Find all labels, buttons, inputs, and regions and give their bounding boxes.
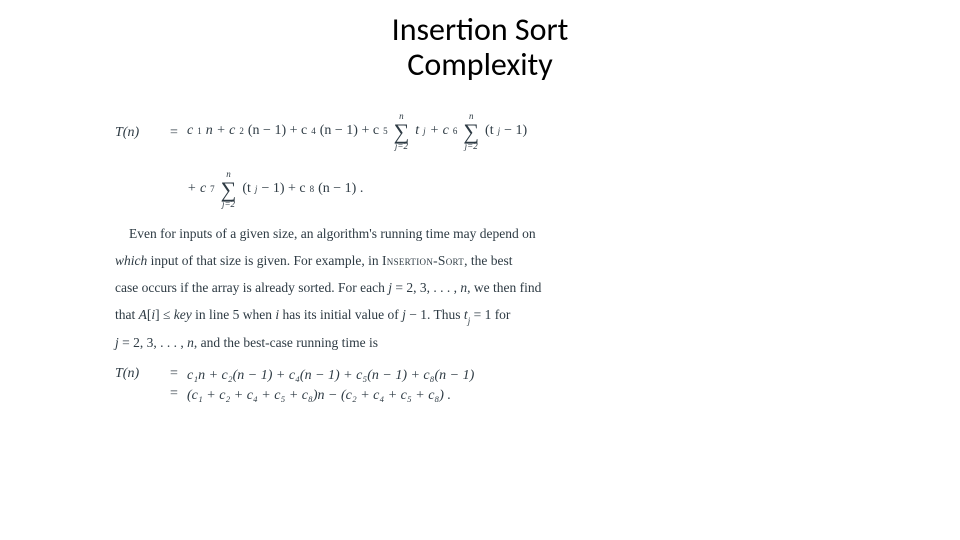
equation-1-line-2: + c 7 n ∑ j=2 (t j − 1) + c 8(n − 1) . xyxy=(115,156,840,208)
para-l4a: that xyxy=(115,307,139,322)
title-line-2: Complexity xyxy=(407,45,553,84)
body-paragraph: Even for inputs of a given size, an algo… xyxy=(115,220,840,356)
sum3-sub: j xyxy=(255,183,258,197)
slide: Insertion Sort Complexity T(n) = c1 n + c… xyxy=(0,0,960,540)
eq2-lhs: T(n) xyxy=(115,366,161,382)
eq1-plus-c6: + c xyxy=(430,120,449,141)
para-l3b: = 2, 3, . . . , xyxy=(392,280,460,295)
eq1-c5-sub: 5 xyxy=(383,125,388,139)
sum2-close: − 1) xyxy=(504,120,527,141)
sigma-icon: n ∑ j=2 xyxy=(463,112,479,152)
eq1-l2-tail: (n − 1) . xyxy=(318,178,363,199)
eq1-c2-sub: 2 xyxy=(239,125,244,139)
sum3-close: − 1) + c xyxy=(261,178,305,199)
sum2-open: (t xyxy=(485,120,494,141)
eq2-rhs-1: c₁n + c₂(n − 1) + c₄(n − 1) + c₅(n − 1) … xyxy=(187,366,474,384)
para-l5b: , and the best-case running time is xyxy=(194,335,378,350)
eq1-l2-lead: + c xyxy=(187,178,206,199)
para-tj-sub: j xyxy=(468,316,471,326)
sum3-open: (t xyxy=(242,178,251,199)
sum3-sigma: ∑ xyxy=(221,180,237,200)
sum1-bot: j=2 xyxy=(395,142,408,152)
equation-1-line-1: T(n) = c1 n + c2 (n − 1) + c 4 (n − 1) + c 5 … xyxy=(115,110,840,150)
eq2-equals-2: = xyxy=(161,386,187,402)
para-key: key xyxy=(174,307,192,322)
eq1-lhs-empty xyxy=(115,156,161,168)
eq1-eq-empty xyxy=(161,156,187,168)
eq2-equals-1: = xyxy=(161,366,187,382)
sigma-icon: n ∑ j=2 xyxy=(394,112,410,152)
sum1-body: t xyxy=(415,120,419,141)
para-l5a: = 2, 3, . . . , xyxy=(119,335,187,350)
para-l4e: = 1 for xyxy=(470,307,510,322)
equation-2-line-1: T(n) = c₁n + c₂(n − 1) + c₄(n − 1) + c₅(… xyxy=(115,366,840,384)
para-l1a: Even for inputs of a given size, an algo… xyxy=(129,226,536,241)
eq1-t1-tail: n + c xyxy=(206,120,236,141)
eq1-c1-c: c xyxy=(187,120,193,141)
eq1-c8-sub: 8 xyxy=(310,183,315,197)
para-l4d: − 1. Thus xyxy=(406,307,464,322)
para-l4c: has its initial value of xyxy=(279,307,402,322)
para-which: which xyxy=(115,253,147,268)
eq1-lhs: T(n) xyxy=(115,110,161,143)
eq1-c6-sub: 6 xyxy=(453,125,458,139)
para-l2b: , the best xyxy=(464,253,512,268)
eq1-equals: = xyxy=(161,110,187,143)
slide-title: Insertion Sort Complexity xyxy=(0,12,960,82)
equation-2-line-2: = (c₁ + c₂ + c₄ + c₅ + c₈)n − (c₂ + c₄ +… xyxy=(115,386,840,404)
sum3-bot: j=2 xyxy=(222,200,235,210)
eq1-t2-tail: (n − 1) + c xyxy=(248,120,307,141)
content-area: T(n) = c1 n + c2 (n − 1) + c 4 (n − 1) + c 5 … xyxy=(115,110,840,404)
eq1-rhs-line2: + c 7 n ∑ j=2 (t j − 1) + c 8(n − 1) . xyxy=(187,156,363,208)
eq1-c7-sub: 7 xyxy=(210,183,215,197)
sum1-sigma: ∑ xyxy=(394,122,410,142)
sum2-bot: j=2 xyxy=(465,142,478,152)
para-l4b: in line 5 when xyxy=(192,307,276,322)
para-l5-n: n xyxy=(187,335,194,350)
para-l3a: case occurs if the array is already sort… xyxy=(115,280,388,295)
sigma-icon: n ∑ j=2 xyxy=(221,170,237,210)
para-l3c: , we then find xyxy=(467,280,541,295)
para-br-close: ] ≤ xyxy=(155,307,174,322)
eq1-c1-sub: 1 xyxy=(197,125,202,139)
para-insort: Insertion-Sort xyxy=(382,253,464,268)
para-A: A xyxy=(139,307,147,322)
title-line-1: Insertion Sort xyxy=(392,10,569,49)
eq2-rhs-2: (c₁ + c₂ + c₄ + c₅ + c₈)n − (c₂ + c₄ + c… xyxy=(187,386,451,404)
eq1-t3-tail: (n − 1) + c xyxy=(320,120,379,141)
eq1-c4-sub: 4 xyxy=(311,125,316,139)
sum2-sub: j xyxy=(498,125,501,139)
para-l2a: input of that size is given. For example… xyxy=(147,253,382,268)
sum2-sigma: ∑ xyxy=(463,122,479,142)
eq1-rhs-line1: c1 n + c2 (n − 1) + c 4 (n − 1) + c 5 n ∑ j=2… xyxy=(187,110,527,150)
sum1-body-sub: j xyxy=(423,125,426,139)
